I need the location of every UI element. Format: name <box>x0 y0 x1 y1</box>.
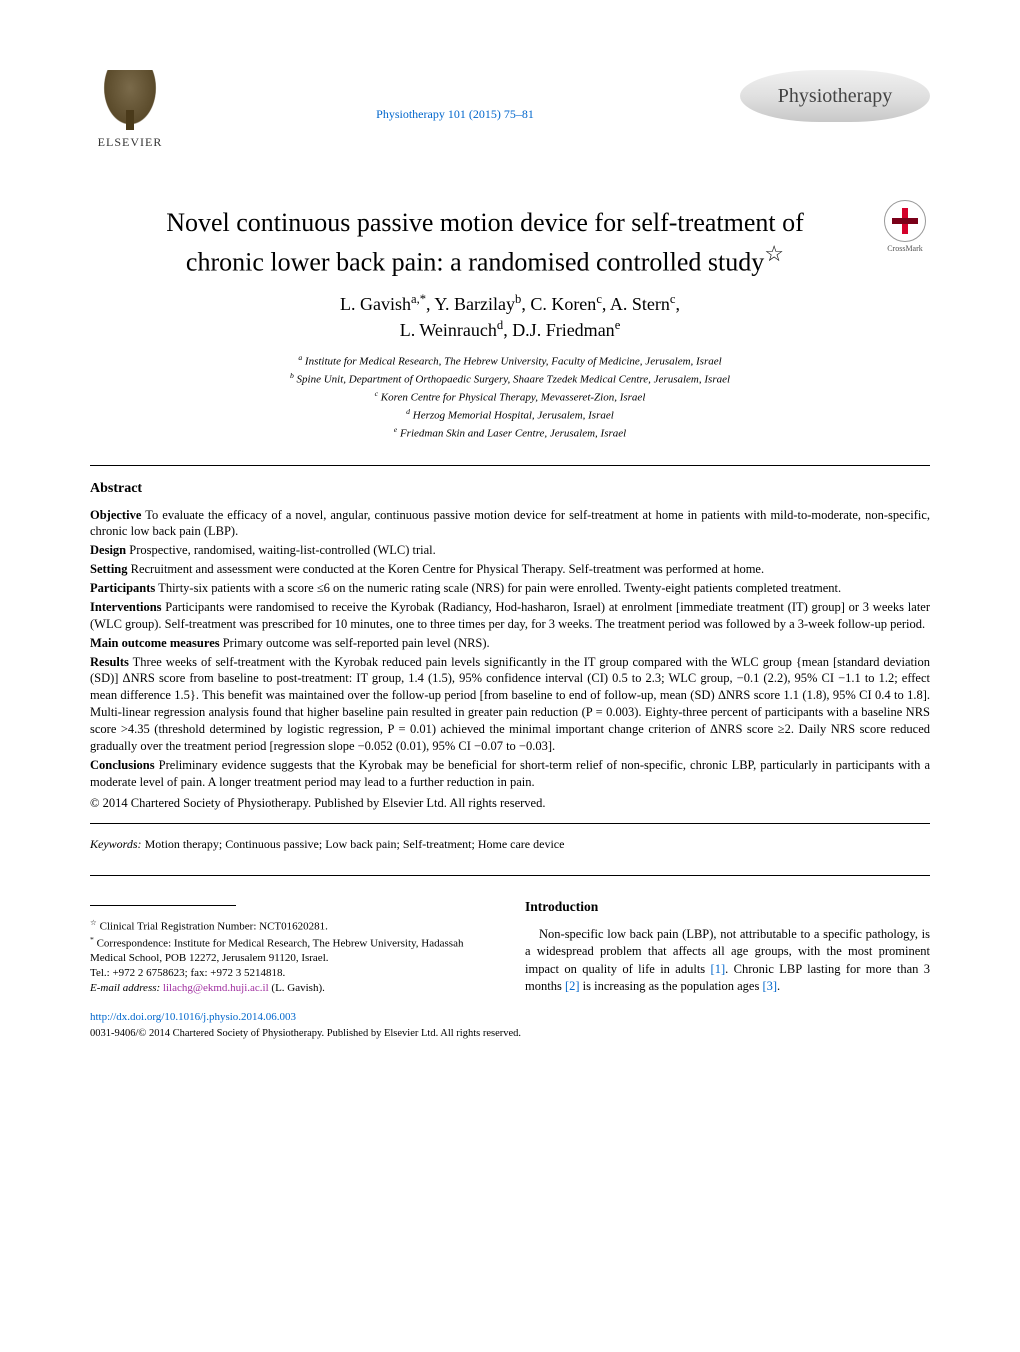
publisher-logo: ELSEVIER <box>90 70 170 160</box>
doi-link[interactable]: http://dx.doi.org/10.1016/j.physio.2014.… <box>90 1010 930 1025</box>
rule-bottom <box>90 875 930 876</box>
affiliation-a: Institute for Medical Research, The Hebr… <box>305 356 722 368</box>
title-line-2: chronic lower back pain: a randomised co… <box>186 247 764 276</box>
page-header: ELSEVIER Physiotherapy 101 (2015) 75–81 … <box>90 70 930 160</box>
keywords-label: Keywords: <box>90 837 142 851</box>
design-text: Prospective, randomised, waiting-list-co… <box>126 543 436 557</box>
crossmark-badge[interactable]: CrossMark <box>880 200 930 250</box>
email-label: E-mail address: <box>90 982 163 994</box>
copyright-line: © 2014 Chartered Society of Physiotherap… <box>90 795 930 812</box>
author-6: , D.J. Friedman <box>503 320 615 340</box>
affiliation-c: Koren Centre for Physical Therapy, Mevas… <box>381 392 646 404</box>
reference-1-link[interactable]: [1] <box>711 962 726 976</box>
conclusions-label: Conclusions <box>90 758 155 772</box>
email-attribution: (L. Gavish). <box>269 982 325 994</box>
rule-top <box>90 465 930 466</box>
title-line-1: Novel continuous passive motion device f… <box>166 208 804 237</box>
affiliation-b: Spine Unit, Department of Orthopaedic Su… <box>297 374 731 386</box>
issn-copyright: 0031-9406/© 2014 Chartered Society of Ph… <box>90 1027 930 1041</box>
outcomes-text: Primary outcome was self-reported pain l… <box>220 636 490 650</box>
left-column: ☆ Clinical Trial Registration Number: NC… <box>90 898 495 996</box>
crossmark-icon <box>892 208 918 234</box>
abstract-heading: Abstract <box>90 480 930 499</box>
author-5: L. Weinrauch <box>400 320 497 340</box>
publisher-name: ELSEVIER <box>98 134 163 150</box>
setting-text: Recruitment and assessment were conducte… <box>128 562 765 576</box>
title-footnote-star: ☆ <box>764 241 784 266</box>
abstract-body: Objective To evaluate the efficacy of a … <box>90 507 930 812</box>
rule-mid <box>90 823 930 824</box>
conclusions-text: Preliminary evidence suggests that the K… <box>90 758 930 789</box>
journal-logo: Physiotherapy <box>740 70 930 122</box>
author-3: , C. Koren <box>521 294 596 314</box>
results-text: Three weeks of self-treatment with the K… <box>90 655 930 753</box>
correspondence: Correspondence: Institute for Medical Re… <box>90 937 463 964</box>
crossmark-label: CrossMark <box>880 244 930 255</box>
author-2: , Y. Barzilay <box>426 294 515 314</box>
participants-text: Thirty-six patients with a score ≤6 on t… <box>155 581 841 595</box>
affiliation-e: Friedman Skin and Laser Centre, Jerusale… <box>400 428 626 440</box>
objective-label: Objective <box>90 508 141 522</box>
journal-reference[interactable]: Physiotherapy 101 (2015) 75–81 <box>170 106 740 122</box>
author-1-affil: a,* <box>411 292 426 306</box>
keywords-text: Motion therapy; Continuous passive; Low … <box>142 837 565 851</box>
author-6-affil: e <box>615 318 621 332</box>
affiliation-d: Herzog Memorial Hospital, Jerusalem, Isr… <box>413 410 614 422</box>
journal-logo-text: Physiotherapy <box>778 83 892 110</box>
telephone: Tel.: +972 2 6758623; fax: +972 3 521481… <box>90 966 495 981</box>
outcomes-label: Main outcome measures <box>90 636 220 650</box>
setting-label: Setting <box>90 562 128 576</box>
introduction-paragraph: Non-specific low back pain (LBP), not at… <box>525 926 930 996</box>
introduction-heading: Introduction <box>525 898 930 916</box>
email-link[interactable]: lilachg@ekmd.huji.ac.il <box>163 982 269 994</box>
participants-label: Participants <box>90 581 155 595</box>
interventions-text: Participants were randomised to receive … <box>90 600 930 631</box>
trial-registration: Clinical Trial Registration Number: NCT0… <box>97 921 328 933</box>
objective-text: To evaluate the efficacy of a novel, ang… <box>90 508 930 539</box>
keywords-row: Keywords: Motion therapy; Continuous pas… <box>90 836 930 852</box>
author-list: L. Gavisha,*, Y. Barzilayb, C. Korenc, A… <box>90 291 930 342</box>
reference-3-link[interactable]: [3] <box>762 979 777 993</box>
interventions-label: Interventions <box>90 600 162 614</box>
affiliations: a Institute for Medical Research, The He… <box>90 352 930 443</box>
author-4: , A. Stern <box>602 294 670 314</box>
footnotes: ☆ Clinical Trial Registration Number: NC… <box>90 918 495 996</box>
article-title: Novel continuous passive motion device f… <box>90 206 930 279</box>
footnote-rule <box>90 905 236 906</box>
elsevier-tree-icon <box>100 70 160 130</box>
author-1: L. Gavish <box>340 294 411 314</box>
results-label: Results <box>90 655 129 669</box>
footnote-star-icon: ☆ <box>90 918 97 927</box>
reference-2-link[interactable]: [2] <box>565 979 580 993</box>
right-column: Introduction Non-specific low back pain … <box>525 898 930 996</box>
design-label: Design <box>90 543 126 557</box>
